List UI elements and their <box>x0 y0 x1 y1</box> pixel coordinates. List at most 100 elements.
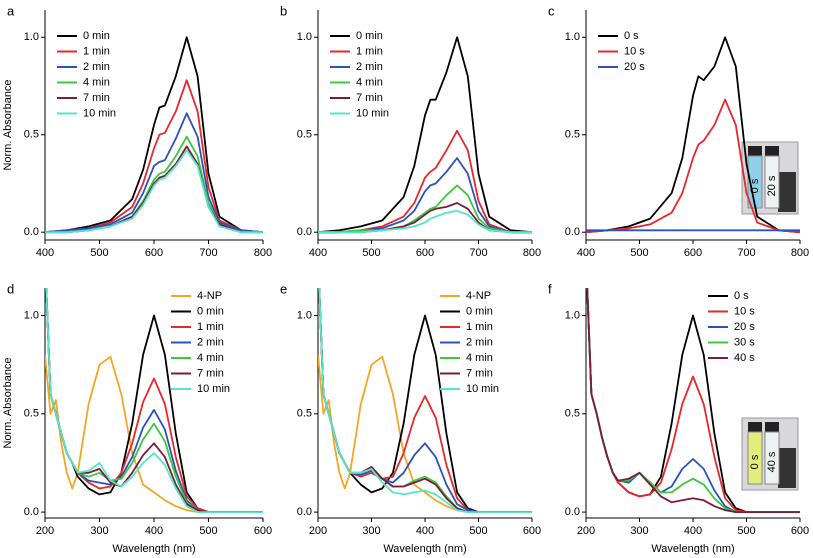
plot-area <box>45 288 263 513</box>
legend-label: 1 min <box>197 321 224 333</box>
x-tick-label: 500 <box>737 525 755 537</box>
x-tick-label: 400 <box>684 525 702 537</box>
series-line <box>318 288 532 513</box>
x-tick-label: 700 <box>469 247 487 259</box>
series-line <box>45 112 263 234</box>
y-tick-label: 1.0 <box>24 309 39 321</box>
x-axis-label: Wavelength (nm) <box>651 543 734 555</box>
series-line <box>586 288 800 513</box>
inset-holder <box>778 172 796 212</box>
plot-area <box>318 36 532 234</box>
series-line <box>45 354 263 513</box>
y-tick-label: 0.0 <box>24 506 39 518</box>
legend-label: 2 min <box>197 336 224 348</box>
legend-label: 0 s <box>734 290 749 302</box>
legend-label: 0 s <box>624 30 639 42</box>
series-line <box>586 36 800 234</box>
y-tick-label: 0.5 <box>565 129 580 141</box>
legend-label: 4 min <box>466 352 493 364</box>
vial <box>747 431 763 485</box>
legend-label: 10 s <box>624 45 645 57</box>
x-tick-label: 400 <box>577 247 595 259</box>
series-line <box>318 184 532 234</box>
x-axis-label: Wavelength (nm) <box>112 543 195 555</box>
legend-label: 4 min <box>356 76 383 88</box>
legend-label: 7 min <box>356 92 383 104</box>
series-line <box>318 209 532 234</box>
legend-label: 20 s <box>734 321 755 333</box>
x-tick-label: 400 <box>36 247 54 259</box>
legend-label: 10 min <box>356 107 389 119</box>
x-tick-label: 700 <box>737 247 755 259</box>
plot-area <box>318 288 532 513</box>
y-tick-label: 1.0 <box>297 309 312 321</box>
y-tick-label: 1.0 <box>565 309 580 321</box>
x-tick-label: 600 <box>416 247 434 259</box>
vial-cap <box>765 422 779 432</box>
x-tick-label: 300 <box>90 525 108 537</box>
x-tick-label: 600 <box>791 525 809 537</box>
x-tick-label: 800 <box>791 247 809 259</box>
x-tick-label: 500 <box>199 525 217 537</box>
x-tick-label: 500 <box>630 247 648 259</box>
y-tick-label: 0.5 <box>565 408 580 420</box>
legend-label: 7 min <box>466 367 493 379</box>
legend-label: 1 min <box>83 45 110 57</box>
legend-label: 0 min <box>197 305 224 317</box>
y-tick-label: 0.0 <box>297 506 312 518</box>
x-tick-label: 300 <box>362 525 380 537</box>
series-line <box>45 145 263 234</box>
x-tick-label: 400 <box>416 525 434 537</box>
panel-label: e <box>280 281 287 296</box>
series-line <box>45 288 263 513</box>
panel-label: c <box>548 3 555 18</box>
legend-label: 10 s <box>734 305 755 317</box>
vial-cap <box>748 146 762 156</box>
inset-label: 20 s <box>766 175 778 196</box>
legend-label: 1 min <box>356 45 383 57</box>
panel-label: b <box>280 3 287 18</box>
x-tick-label: 200 <box>577 525 595 537</box>
inset-label: 40 s <box>766 451 778 472</box>
x-tick-label: 700 <box>199 247 217 259</box>
x-tick-label: 800 <box>523 247 541 259</box>
y-tick-label: 0.0 <box>565 226 580 238</box>
panel-label: a <box>7 3 15 18</box>
inset-holder <box>778 448 796 488</box>
legend-label: 10 min <box>83 107 116 119</box>
legend-label: 10 min <box>197 383 230 395</box>
x-tick-label: 200 <box>309 525 327 537</box>
legend-label: 0 min <box>83 30 110 42</box>
x-tick-label: 200 <box>36 525 54 537</box>
series-line <box>318 36 532 234</box>
x-tick-label: 600 <box>254 525 272 537</box>
x-tick-label: 400 <box>309 247 327 259</box>
y-tick-label: 0.0 <box>24 226 39 238</box>
legend-label: 20 s <box>624 61 645 73</box>
x-tick-label: 500 <box>469 525 487 537</box>
legend-label: 4 min <box>197 352 224 364</box>
y-tick-label: 1.0 <box>24 31 39 43</box>
y-tick-label: 0.5 <box>297 408 312 420</box>
series-line <box>318 288 532 513</box>
legend-label: 0 min <box>356 30 383 42</box>
panel-label: f <box>548 281 552 296</box>
series-line <box>45 149 263 234</box>
legend-label: 2 min <box>356 61 383 73</box>
legend-label: 7 min <box>83 92 110 104</box>
legend-label: 1 min <box>466 321 493 333</box>
y-tick-label: 0.5 <box>24 129 39 141</box>
series-line <box>45 36 263 234</box>
y-axis-label: Norm. Absorbance <box>2 79 14 170</box>
legend-label: 40 s <box>734 352 755 364</box>
series-line <box>45 79 263 234</box>
vial-cap <box>765 146 779 156</box>
x-tick-label: 400 <box>145 525 163 537</box>
y-tick-label: 0.0 <box>297 226 312 238</box>
inset-label: 0 s <box>749 454 761 469</box>
x-tick-label: 600 <box>523 525 541 537</box>
x-axis-label: Wavelength (nm) <box>383 543 466 555</box>
y-tick-label: 1.0 <box>297 31 312 43</box>
